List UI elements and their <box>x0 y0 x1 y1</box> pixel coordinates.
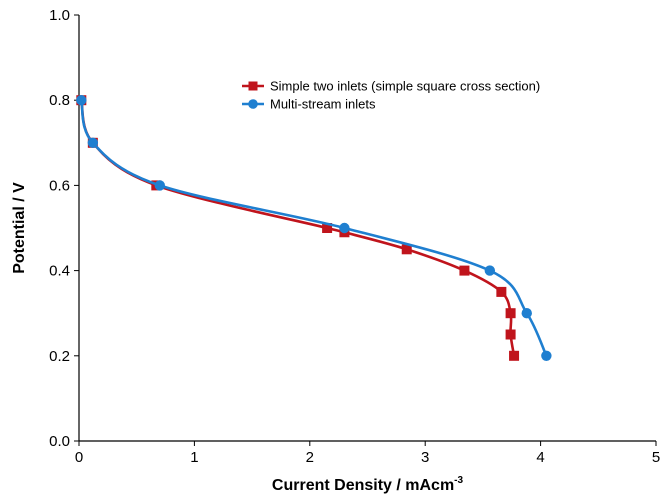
data-point-square <box>505 329 516 340</box>
data-point-circle <box>339 222 350 234</box>
x-axis-title-text: Current Density / mAcm <box>272 477 454 494</box>
data-point-square <box>401 244 412 255</box>
data-point-circle <box>541 350 552 361</box>
y-tick-label: 0.0 <box>49 433 70 450</box>
legend-marker-square <box>248 81 258 91</box>
legend-label: Multi-stream inlets <box>270 97 376 112</box>
data-point-circle <box>76 95 87 106</box>
legend-label: Simple two inlets (simple square cross s… <box>270 79 540 94</box>
x-ticks: 0 1 2 3 4 5 <box>75 441 660 466</box>
data-point-square <box>322 223 333 233</box>
y-ticks: 0.0 0.2 0.4 0.6 0.8 1.0 <box>49 7 79 450</box>
legend: Simple two inlets (simple square cross s… <box>242 79 540 112</box>
y-tick-label: 0.4 <box>49 263 70 280</box>
x-axis-title: Current Density / mAcm-3 <box>272 475 464 494</box>
data-point-square <box>459 265 470 276</box>
x-tick-label: 0 <box>75 449 83 466</box>
data-point-circle <box>521 308 532 319</box>
x-tick-label: 2 <box>306 449 314 466</box>
series-simple-two-inlets <box>76 95 520 361</box>
data-point-square <box>496 286 507 297</box>
legend-marker-circle <box>248 99 258 109</box>
legend-item: Simple two inlets (simple square cross s… <box>242 79 540 94</box>
y-tick-label: 0.2 <box>49 348 70 365</box>
data-point-square <box>505 308 516 319</box>
series-line <box>80 99 548 357</box>
x-tick-label: 3 <box>421 449 429 466</box>
y-axis-title: Potential / V <box>11 182 28 274</box>
series-line <box>80 99 516 357</box>
data-point-square <box>509 350 520 361</box>
x-tick-label: 4 <box>536 449 544 466</box>
y-tick-label: 0.8 <box>49 92 70 109</box>
legend-item: Multi-stream inlets <box>242 97 376 112</box>
x-tick-label: 5 <box>652 449 660 466</box>
y-tick-label: 0.6 <box>49 177 70 194</box>
data-point-circle <box>484 265 496 276</box>
data-point-circle <box>154 180 165 191</box>
series-multi-stream-inlets <box>76 95 552 361</box>
x-axis-title-superscript: -3 <box>454 475 463 486</box>
axes <box>78 15 656 442</box>
series-layer <box>76 95 552 361</box>
x-tick-label: 1 <box>190 449 198 466</box>
data-point-circle <box>87 137 99 148</box>
y-tick-label: 1.0 <box>49 7 70 24</box>
